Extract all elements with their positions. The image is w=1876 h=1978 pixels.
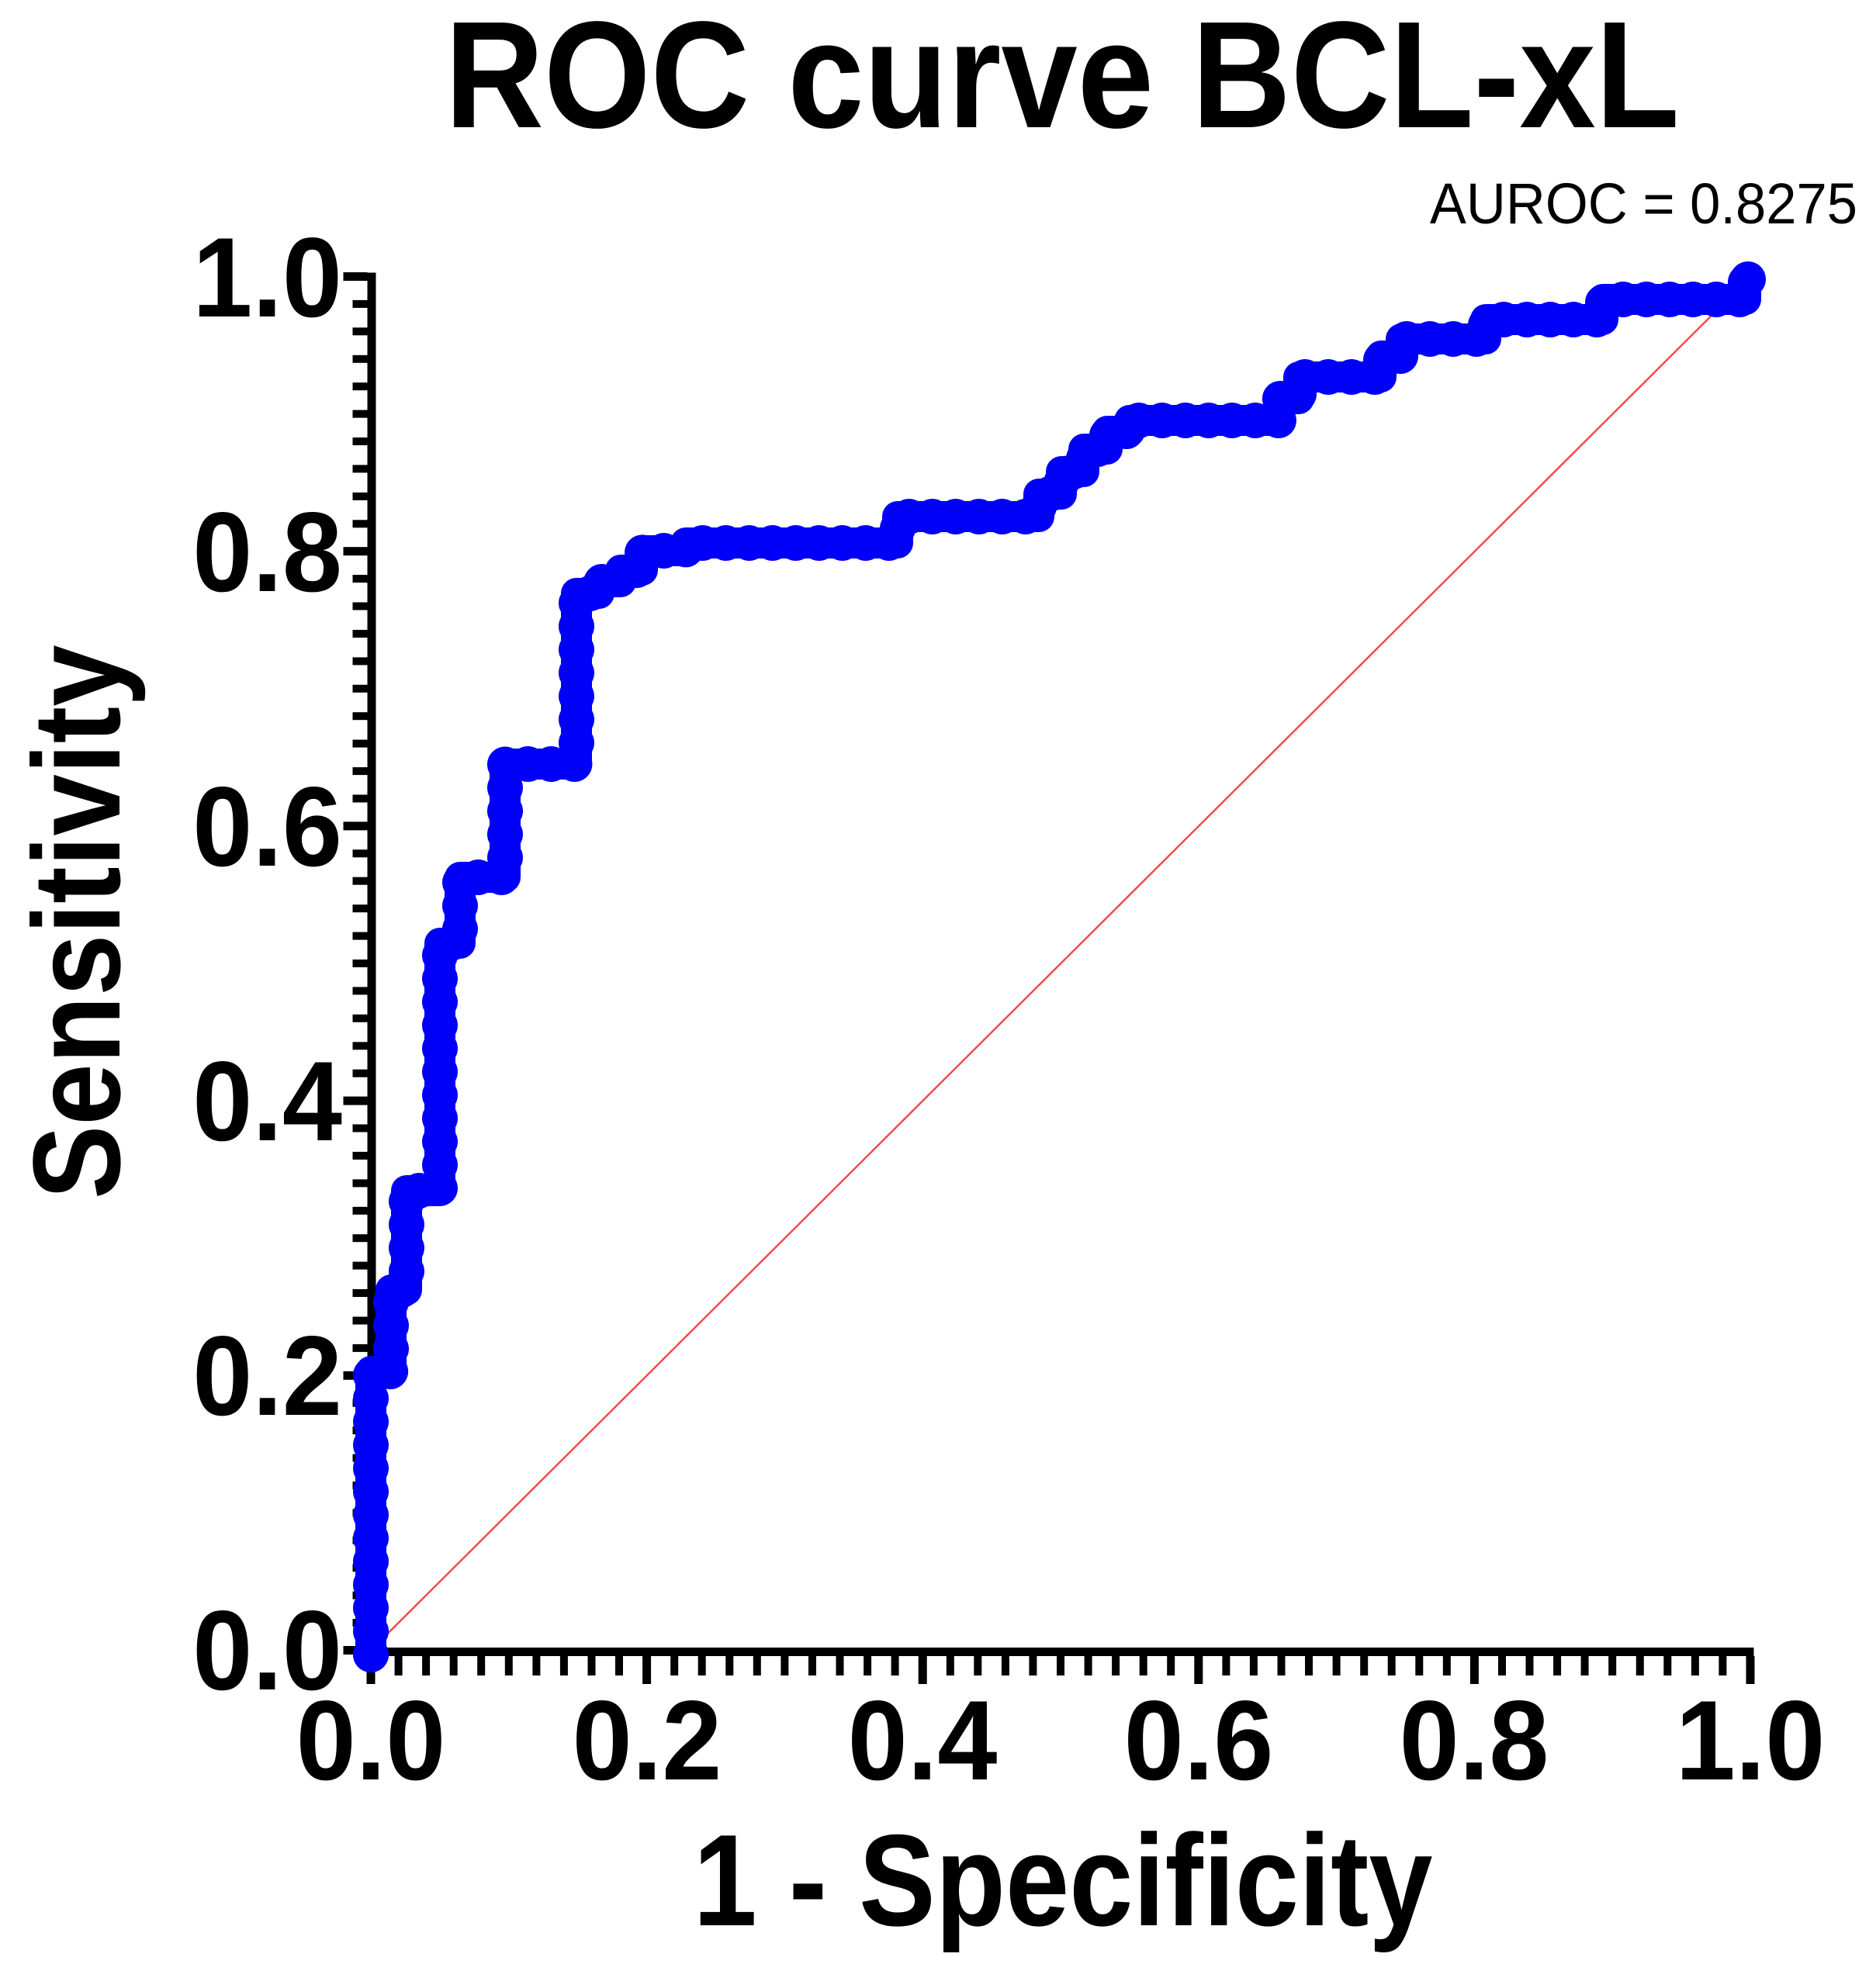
svg-text:0.2: 0.2 (573, 1678, 722, 1804)
svg-text:0.4: 0.4 (192, 1039, 342, 1165)
svg-text:1.0: 1.0 (1676, 1678, 1826, 1804)
svg-text:0.6: 0.6 (1124, 1678, 1274, 1804)
svg-text:1 - Specificity: 1 - Specificity (693, 1807, 1432, 1953)
svg-text:0.2: 0.2 (192, 1313, 342, 1440)
svg-text:1.0: 1.0 (192, 215, 342, 341)
svg-text:0.0: 0.0 (192, 1588, 342, 1714)
svg-text:0.0: 0.0 (296, 1678, 446, 1804)
svg-text:0.4: 0.4 (848, 1678, 998, 1804)
svg-text:Sensitivity: Sensitivity (9, 645, 147, 1199)
svg-text:AUROC = 0.8275: AUROC = 0.8275 (1430, 173, 1857, 237)
svg-text:ROC curve BCL-xL: ROC curve BCL-xL (445, 0, 1679, 160)
svg-text:0.6: 0.6 (192, 764, 342, 890)
svg-text:0.8: 0.8 (1400, 1678, 1549, 1804)
svg-text:0.8: 0.8 (192, 489, 342, 616)
